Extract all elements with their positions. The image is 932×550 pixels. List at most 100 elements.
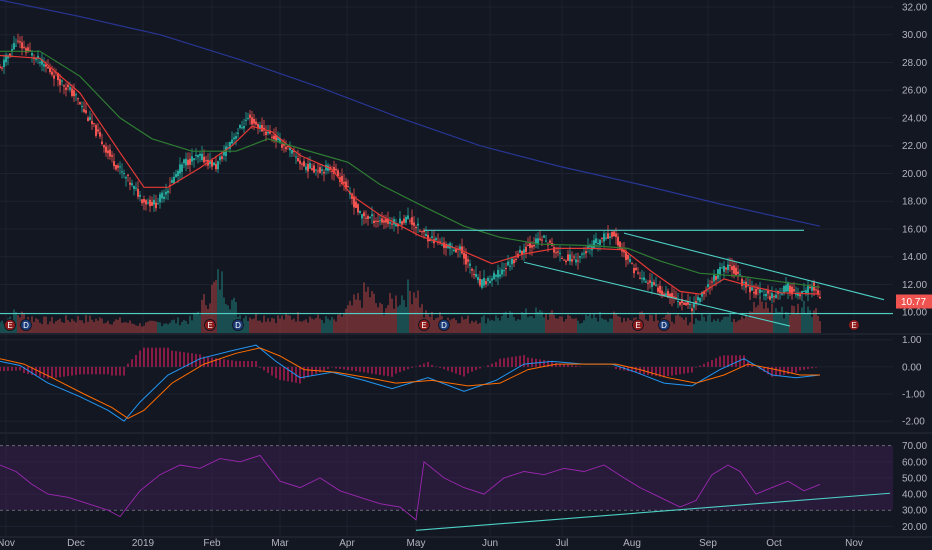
volume-bar — [321, 320, 323, 333]
volume-bar — [475, 320, 477, 333]
volume-bar — [55, 321, 57, 333]
volume-bar — [529, 316, 531, 333]
volume-bar — [467, 315, 469, 333]
candle-body — [289, 147, 291, 151]
volume-bar — [549, 312, 551, 333]
volume-bar — [271, 317, 273, 333]
candle-body — [39, 62, 41, 64]
last-price-value: 10.77 — [901, 297, 926, 308]
volume-bar — [215, 279, 217, 333]
volume-bar — [115, 319, 117, 333]
volume-bar — [751, 312, 753, 333]
event-badge-label: E — [421, 321, 426, 330]
candle-body — [213, 162, 215, 166]
volume-bar — [375, 303, 377, 333]
volume-bar — [405, 306, 407, 333]
candle-body — [311, 168, 313, 170]
volume-bar — [605, 319, 607, 333]
candle-body — [35, 57, 37, 60]
candle-body — [753, 292, 755, 294]
volume-bar — [597, 321, 599, 333]
candle-body — [579, 256, 581, 258]
volume-bar — [109, 324, 111, 333]
candle-body — [309, 163, 311, 169]
volume-bar — [477, 323, 479, 333]
volume-bar — [189, 315, 191, 333]
volume-bar — [111, 324, 113, 333]
volume-bar — [191, 320, 193, 333]
volume-bar — [783, 318, 785, 333]
event-badge-label: D — [661, 321, 667, 330]
volume-bar — [349, 300, 351, 333]
volume-bar — [15, 312, 17, 333]
volume-bar — [259, 320, 261, 333]
volume-bar — [171, 320, 173, 333]
volume-bar — [269, 321, 271, 333]
volume-bar — [87, 321, 89, 333]
candle-body — [727, 264, 729, 270]
candle-body — [273, 135, 275, 140]
candle-body — [421, 231, 423, 233]
volume-bar — [63, 322, 65, 333]
candle-body — [243, 126, 245, 129]
candle-body — [797, 292, 799, 296]
candle-body — [61, 80, 63, 82]
volume-bar — [47, 324, 49, 333]
candle-body — [67, 84, 69, 88]
volume-bar — [791, 305, 793, 333]
candle-body — [735, 267, 737, 276]
candle-body — [11, 49, 13, 52]
volume-bar — [609, 318, 611, 333]
candle-body — [545, 240, 547, 242]
volume-bar — [65, 315, 67, 333]
candle-body — [357, 204, 359, 213]
volume-bar — [361, 307, 363, 333]
candle-body — [365, 217, 367, 219]
trendline — [523, 261, 791, 327]
candle-body — [291, 150, 293, 154]
volume-bar — [107, 320, 109, 333]
volume-bar — [805, 313, 807, 333]
volume-bar — [99, 317, 101, 333]
candle-body — [635, 267, 637, 271]
volume-bar — [631, 320, 633, 333]
volume-bar — [179, 325, 181, 333]
candle-body — [165, 191, 167, 195]
volume-bar — [331, 317, 333, 333]
candle-body — [105, 146, 107, 153]
volume-bar — [275, 323, 277, 333]
volume-bar — [197, 311, 199, 333]
volume-bar — [797, 303, 799, 333]
price-axis-tick-label: 12.00 — [902, 280, 927, 291]
volume-bar — [739, 319, 741, 333]
volume-bar — [151, 320, 153, 333]
candle-body — [525, 246, 527, 253]
candle-body — [81, 105, 83, 107]
candle-body — [125, 177, 127, 179]
volume-bar — [565, 319, 567, 333]
volume-bar — [643, 313, 645, 333]
volume-bar — [37, 319, 39, 333]
candle-body — [791, 286, 793, 295]
candle-body — [191, 156, 193, 162]
candle-body — [719, 267, 721, 276]
volume-bar — [143, 325, 145, 333]
volume-bar — [537, 312, 539, 333]
volume-bar — [217, 269, 219, 333]
candle-body — [781, 293, 783, 295]
candle-body — [497, 269, 499, 278]
volume-bar — [33, 321, 35, 333]
volume-bar — [169, 322, 171, 333]
price-axis-tick-label: 30.00 — [902, 30, 927, 41]
candle-body — [139, 194, 141, 197]
volume-bar — [97, 320, 99, 333]
candle-body — [563, 259, 565, 261]
volume-bar — [795, 313, 797, 333]
candle-body — [803, 290, 805, 292]
candle-body — [179, 164, 181, 174]
candle-body — [593, 240, 595, 250]
candle-body — [681, 299, 683, 304]
candle-body — [649, 280, 651, 283]
candle-body — [647, 282, 649, 284]
